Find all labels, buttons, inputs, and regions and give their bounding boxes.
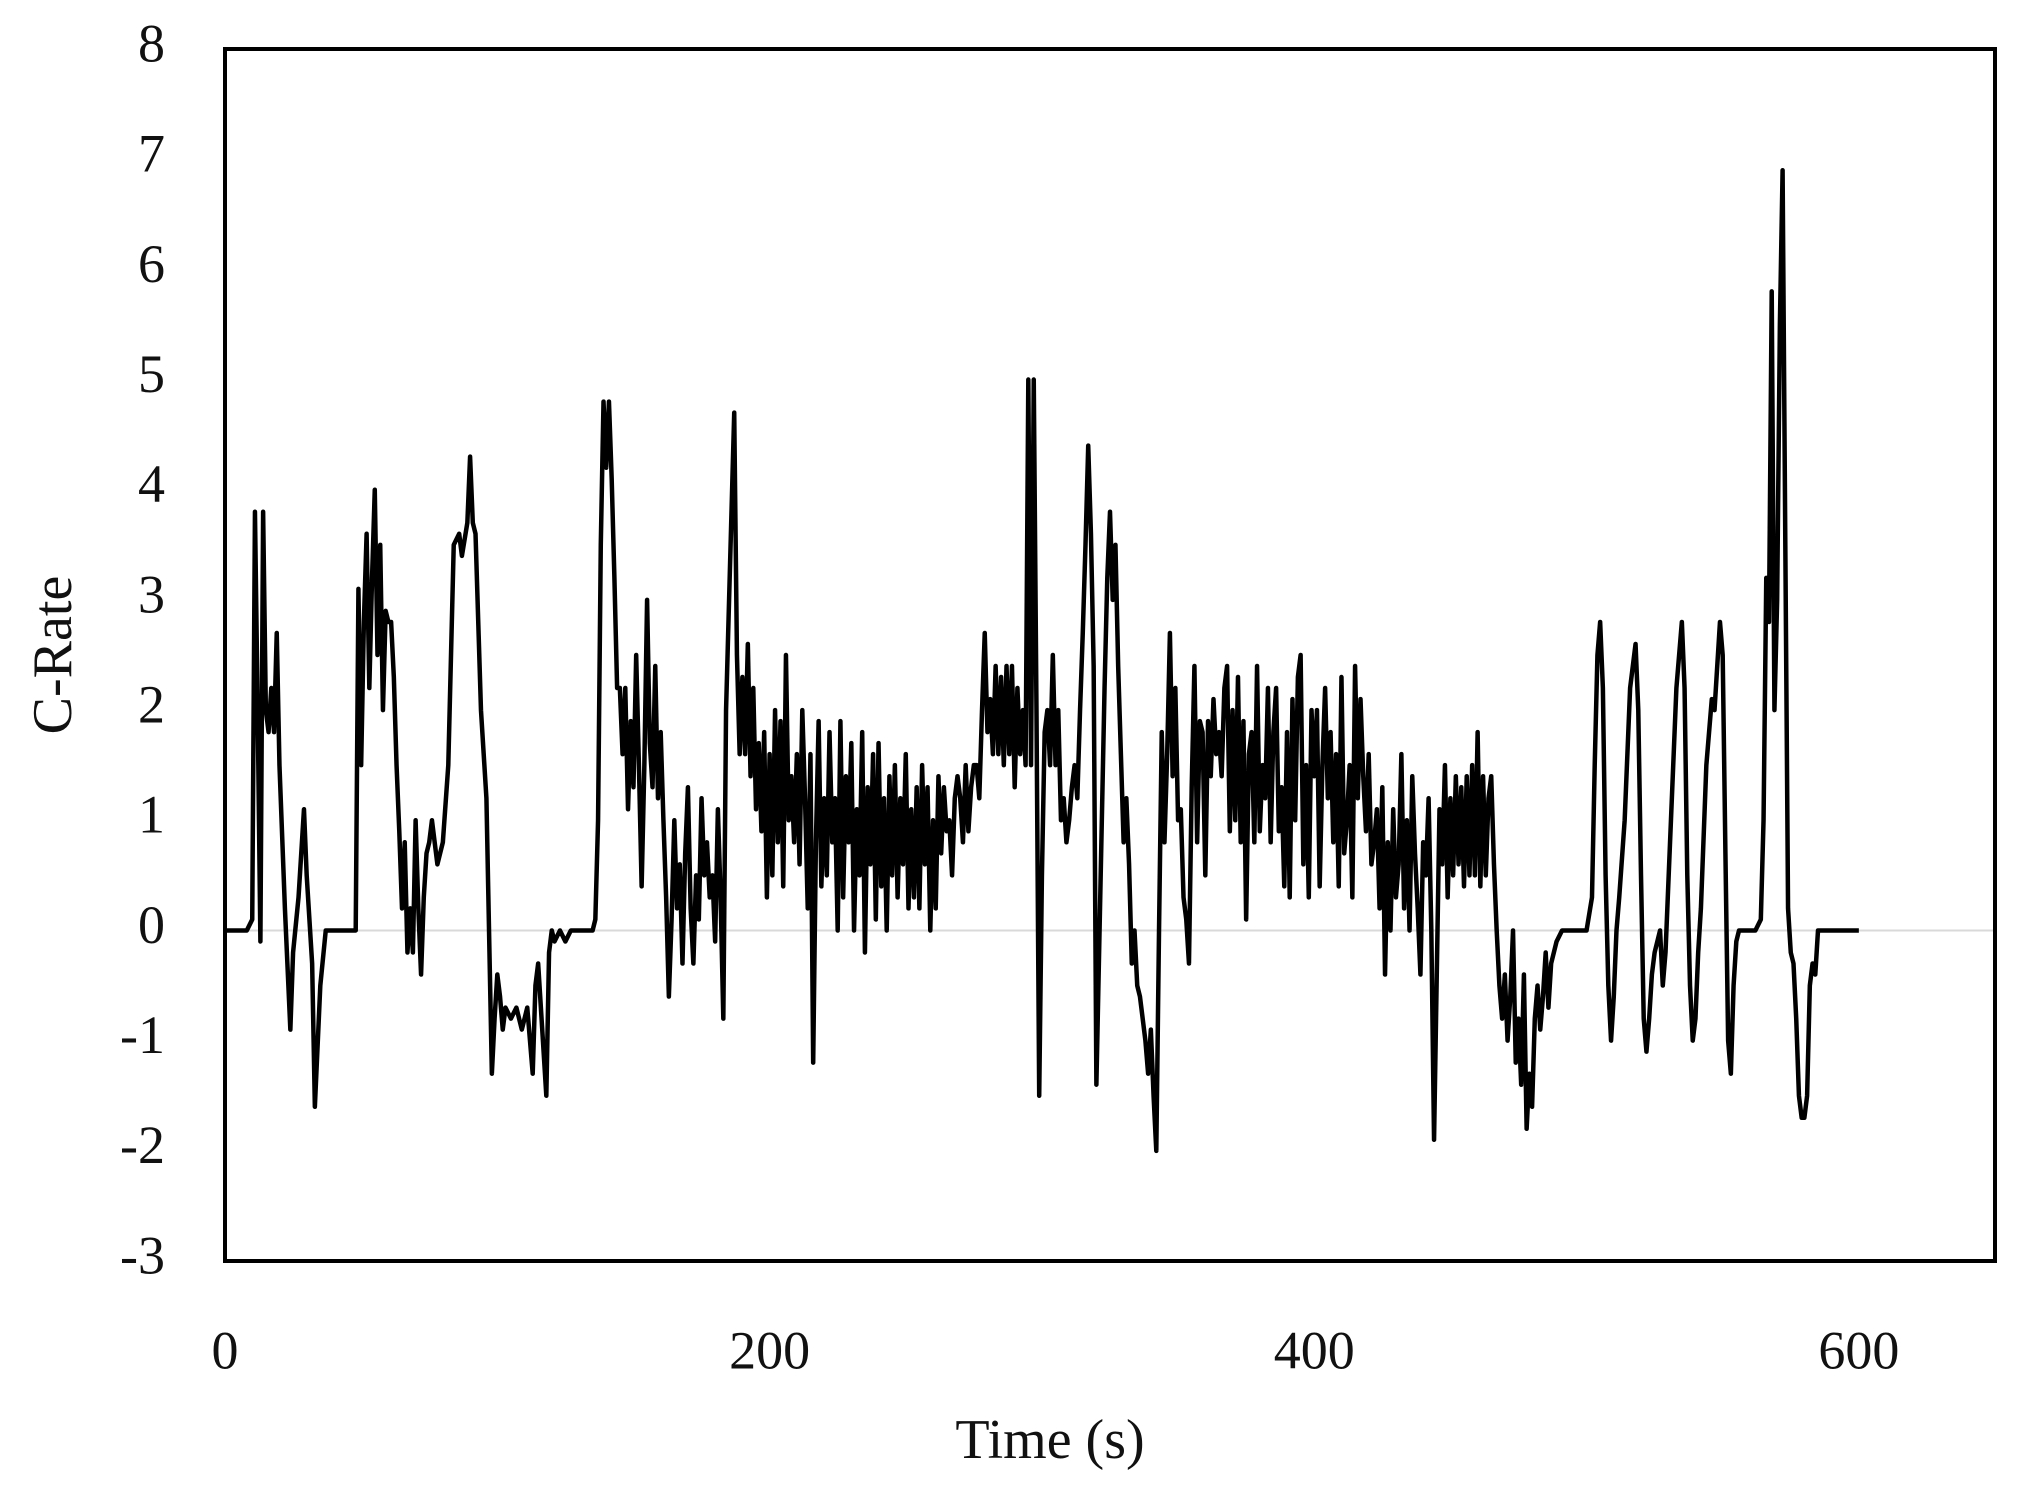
y-tick-label: 6 bbox=[138, 234, 165, 294]
y-tick-label: 1 bbox=[138, 785, 165, 845]
y-tick-label: 5 bbox=[138, 344, 165, 404]
plot-frame bbox=[223, 47, 1997, 1263]
y-tick-label: 7 bbox=[138, 124, 165, 184]
y-tick-label: 4 bbox=[138, 454, 165, 514]
y-tick-label: 3 bbox=[138, 564, 165, 624]
y-tick-label: 0 bbox=[138, 895, 165, 955]
x-tick-label: 0 bbox=[212, 1320, 239, 1380]
x-tick-label: 200 bbox=[729, 1320, 810, 1380]
x-tick-label: 600 bbox=[1818, 1320, 1899, 1380]
x-tick-label: 400 bbox=[1274, 1320, 1355, 1380]
y-tick-label: -2 bbox=[120, 1115, 165, 1175]
y-tick-label: -1 bbox=[120, 1005, 165, 1065]
y-tick-label: 2 bbox=[138, 674, 165, 734]
data-line bbox=[225, 167, 1859, 1154]
x-axis-title: Time (s) bbox=[955, 1409, 1144, 1471]
y-tick-label: 8 bbox=[138, 13, 165, 73]
y-tick-label: -3 bbox=[120, 1225, 165, 1285]
y-axis-title: C-Rate bbox=[22, 576, 84, 735]
